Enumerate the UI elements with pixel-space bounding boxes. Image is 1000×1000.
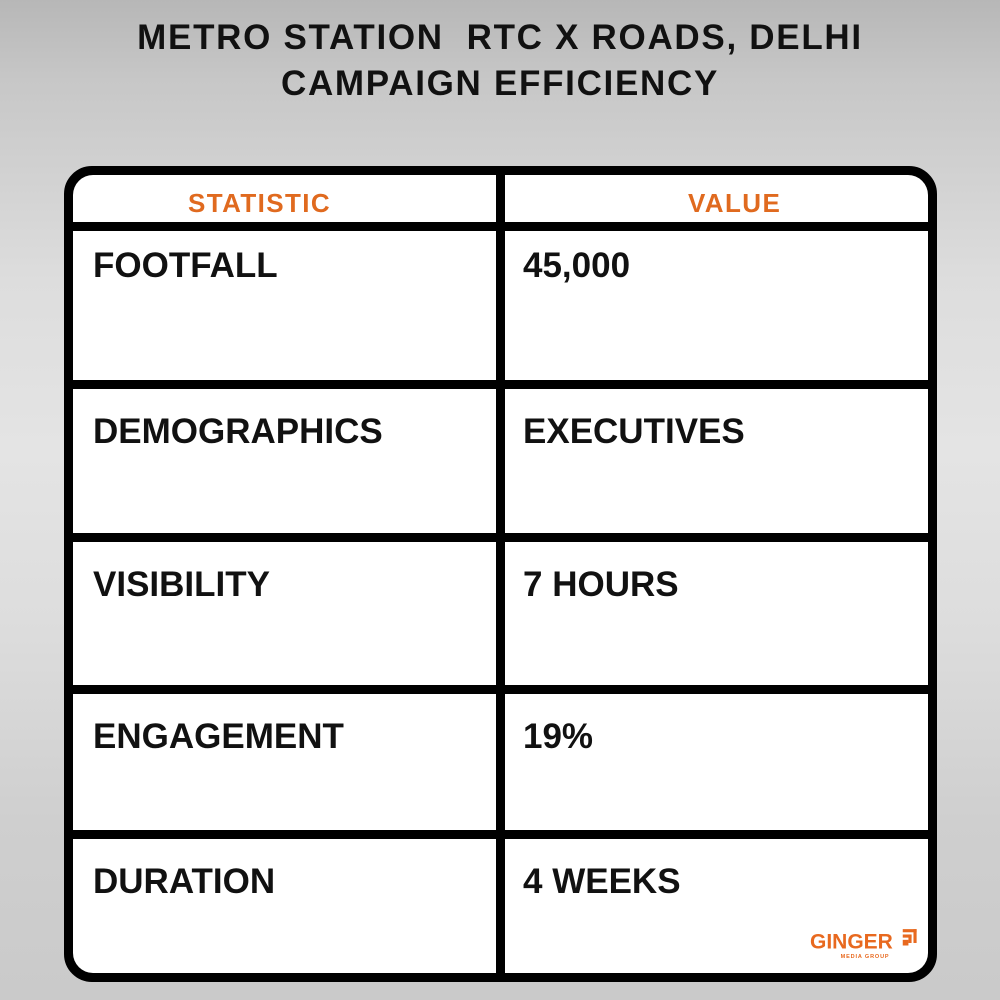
svg-text:GINGER: GINGER xyxy=(810,930,893,953)
svg-text:MEDIA GROUP: MEDIA GROUP xyxy=(841,954,890,960)
